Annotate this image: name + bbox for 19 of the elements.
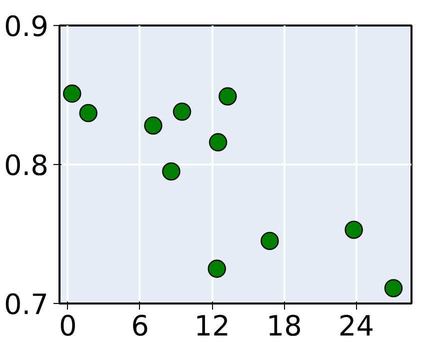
x-tick-label: 6	[131, 310, 149, 338]
point	[162, 162, 180, 181]
point	[208, 133, 228, 152]
point	[260, 232, 279, 250]
point	[172, 102, 192, 121]
point	[63, 84, 82, 103]
x-tick-label: 24	[338, 310, 374, 338]
x-tick-label: 0	[59, 310, 77, 338]
x-tick-label: 18	[266, 310, 302, 338]
y-tick-label: 0.8	[4, 149, 48, 182]
point	[79, 104, 98, 122]
y-tick-label: 0.9	[4, 10, 48, 43]
point	[384, 279, 403, 298]
point	[344, 220, 363, 239]
point	[208, 260, 226, 278]
point	[144, 116, 162, 135]
x-tick-label: 12	[194, 310, 230, 338]
y-tick-label: 0.7	[4, 288, 48, 321]
point	[218, 87, 237, 106]
